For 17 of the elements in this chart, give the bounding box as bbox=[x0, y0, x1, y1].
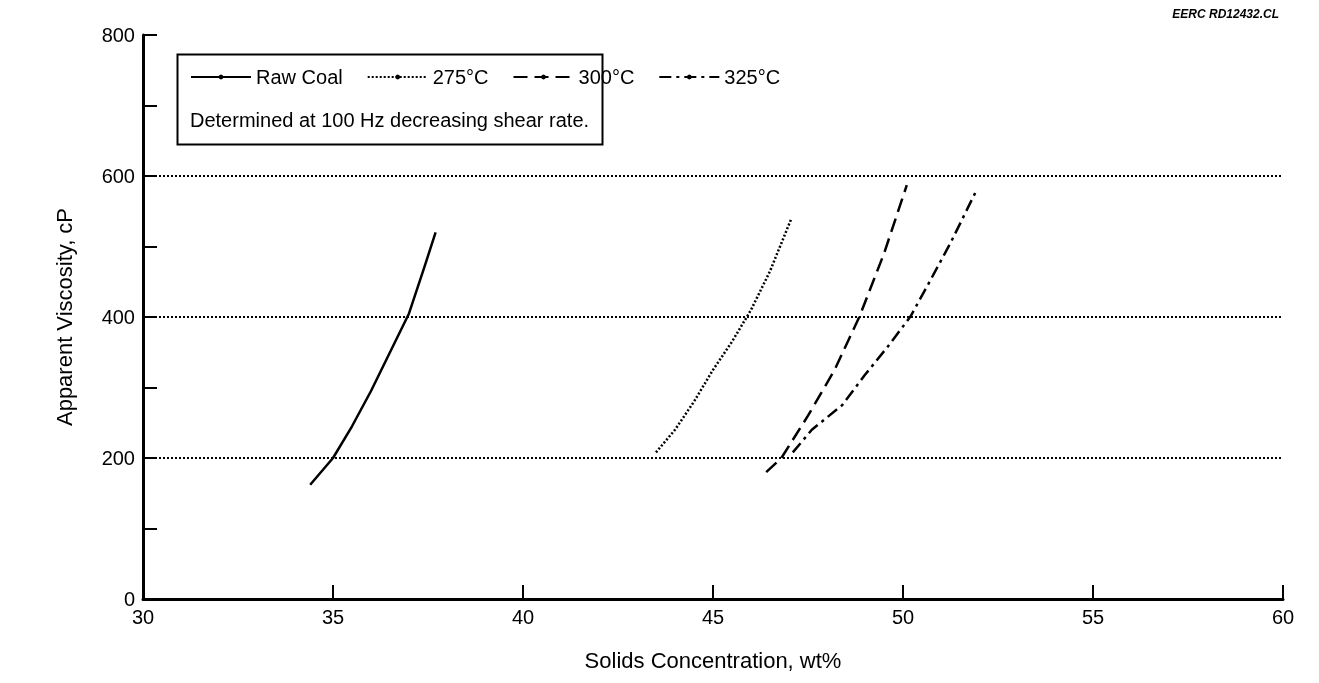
x-tick-label: 60 bbox=[1271, 606, 1295, 628]
annotation: Determined at 100 Hz decreasing shear rate. bbox=[190, 109, 590, 131]
x-tick-label: 35 bbox=[321, 606, 345, 628]
y-tick-label: 800 bbox=[101, 24, 135, 46]
y-axis-title: Apparent Viscosity, cP bbox=[51, 207, 77, 427]
x-tick-label: 50 bbox=[891, 606, 915, 628]
x-tick-label: 45 bbox=[701, 606, 725, 628]
legend-label: 325°C bbox=[724, 66, 781, 88]
y-tick-label: 200 bbox=[101, 447, 135, 469]
y-tick-label: 400 bbox=[101, 306, 135, 328]
x-axis-title: Solids Concentration, wt% bbox=[584, 647, 842, 673]
y-tick-label: 600 bbox=[101, 165, 135, 187]
text: EERC RD12432.CL bbox=[1172, 7, 1280, 21]
x-tick-label: 40 bbox=[511, 606, 535, 628]
x-tick-label: 55 bbox=[1081, 606, 1105, 628]
legend-label: Raw Coal bbox=[256, 66, 343, 88]
legend-label: 275°C bbox=[432, 66, 489, 88]
